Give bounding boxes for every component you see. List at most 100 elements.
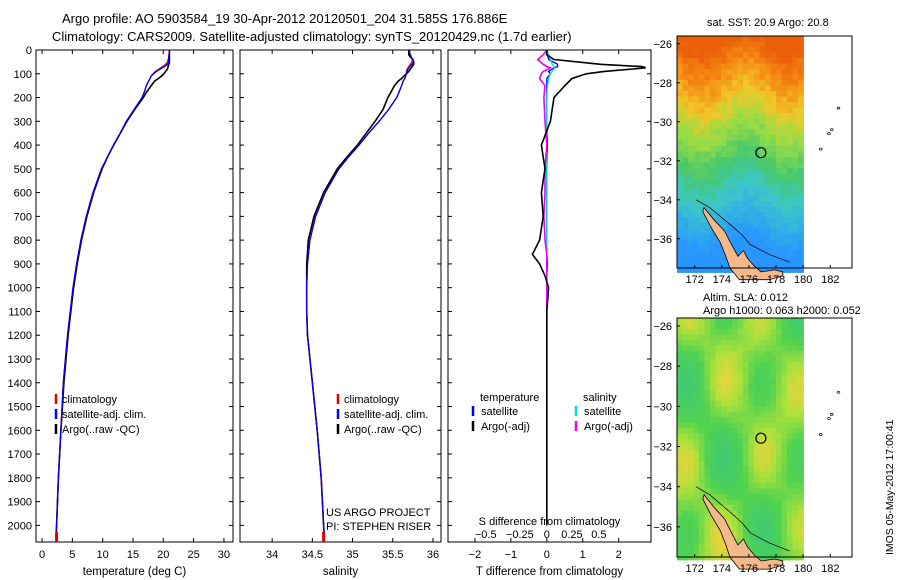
depth-tick-label: 1200 [8,330,32,342]
temperature-xlabel: temperature (deg C) [83,566,187,578]
s-diff-tick-label: −0.25 [506,529,534,541]
salinity-legend-label: satellite-adj. clim. [344,409,428,421]
shelf-contour [695,199,790,263]
s-diff-tick-label: 0.5 [591,529,606,541]
new-zealand-landmass [702,206,784,281]
sla_map-ytick-label: −34 [653,482,672,494]
salinity-panel: 34 34.5 35 35.5 36 salinity climatology satelli… [239,49,442,578]
sla_map-xtick-label: 180 [794,563,812,575]
sst_map-panel: 172 174 176 178 180 182 −26 −28 −30 −32 −34 −36 sat.… [653,17,853,286]
sst_map-xtick-label: 178 [767,274,785,286]
temperature-xtick-label: 0 [39,549,45,561]
sla_map-title: Altim. SLA: 0.012 [703,292,788,304]
temperature-xtick-label: 10 [97,549,109,561]
differences-xtick-label: 1 [580,549,586,561]
sla_map-xtick-label: 174 [713,563,731,575]
sst_map-ytick-label: −32 [653,156,672,168]
temperature-legend-label: satellite-adj. clim. [62,409,146,421]
depth-tick-label: 1400 [8,378,32,390]
depth-tick-label: 0 [26,45,32,57]
temperature-xtick-label: 30 [218,549,230,561]
sla_map-title: Argo h1000: 0.063 h2000: 0.052 [703,305,861,317]
diff-legend-label: Argo(-adj) [584,421,633,433]
salinity-frame [239,49,442,543]
depth-tick-label: 800 [14,235,32,247]
legend-header-salinity: salinity [583,392,617,404]
differences-xlabel: T difference from climatology [476,566,623,578]
temperature-xtick-label: 25 [187,549,199,561]
sst_map-xtick-label: 182 [821,274,839,286]
sla_map-xtick-label: 178 [767,563,785,575]
differences-xtick-label: 0 [544,549,550,561]
sst_map-xtick-label: 174 [713,274,731,286]
salinity-legend-label: Argo(..raw -QC) [344,424,422,436]
temperature-panel: 0100200300400500600700800900100011001200… [8,45,234,578]
legend-header-temperature: temperature [480,392,539,404]
sla_map-xtick-label: 176 [740,563,758,575]
sla_map-xtick-label: 172 [685,563,703,575]
temperature-series-satellite [55,50,171,538]
sst_map-ytick-label: −36 [653,234,672,246]
title-line-1: Argo profile: AO 5903584_19 30-Apr-2012 … [62,11,508,26]
depth-tick-label: 1300 [8,354,32,366]
island [819,433,823,436]
sst_map-field [677,36,804,273]
depth-tick-label: 600 [14,188,32,200]
depth-tick-label: 400 [14,140,32,152]
title-line-2: Climatology: CARS2009. Satellite-adjuste… [52,29,572,44]
argo-float-marker [755,432,767,444]
island [829,128,834,131]
project-annotation: PI: STEPHEN RISER [326,521,431,533]
island [819,147,823,151]
differences-xtick-label: −1 [505,549,518,561]
island [836,106,841,110]
salinity-legend-label: climatology [344,394,400,406]
new-zealand-landmass [702,493,784,570]
sla_map-panel: 172 174 176 178 180 182 −26 −28 −30 −32 −34 −36 Alti… [653,292,860,575]
sst_map-ytick-label: −26 [653,39,672,51]
timestamp-stamp: IMOS 05-May-2012 17:00:41 [884,419,896,555]
salinity-xtick-label: 36 [427,549,439,561]
shelf-contour [695,486,790,552]
s-diff-tick-label: 0 [544,529,550,541]
sst_map-ytick-label: −30 [653,117,672,129]
temperature-xtick-label: 15 [127,549,139,561]
salinity-xtick-label: 34 [266,549,278,561]
sla_map-xtick-label: 182 [821,563,839,575]
depth-tick-label: 1800 [8,473,32,485]
sst_map-xtick-label: 180 [794,274,812,286]
diff-legend-label: satellite [481,406,518,418]
depth-tick-label: 700 [14,211,32,223]
island [829,413,834,416]
salinity-xtick-label: 35.5 [382,549,403,561]
salinity-xtick-label: 34.5 [302,549,323,561]
sst_map-xtick-label: 176 [740,274,758,286]
depth-tick-label: 1500 [8,402,32,414]
differences-panel: −2 −1 0 1 2 T difference from climatology −0.5… [447,49,652,578]
temperature-xtick-label: 20 [157,549,169,561]
diff-legend-label: Argo(-adj) [481,421,530,433]
sst_map-ytick-label: −28 [653,78,672,90]
temperature-legend-label: Argo(..raw -QC) [62,424,140,436]
salinity-xtick-label: 35 [346,549,358,561]
s-diff-tick-label: −0.5 [475,529,497,541]
depth-tick-label: 300 [14,116,32,128]
depth-tick-label: 1000 [8,283,32,295]
depth-tick-label: 200 [14,93,32,105]
sst_map-frame [676,35,853,269]
differences-xtick-label: 2 [616,549,622,561]
depth-tick-label: 1100 [8,306,32,318]
sla_map-frame [676,317,853,558]
differences-xtick-label: −2 [469,549,482,561]
s-diff-tick-label: 0.25 [561,529,582,541]
depth-tick-label: 100 [14,69,32,81]
project-annotation: US ARGO PROJECT [326,507,431,519]
depth-tick-label: 500 [14,164,32,176]
differences-series-temperature-argo [531,50,646,526]
depth-tick-label: 2000 [8,520,32,532]
salinity-xlabel: salinity [323,566,358,578]
depth-tick-label: 900 [14,259,32,271]
island [827,132,831,135]
sla_map-field [677,318,804,561]
